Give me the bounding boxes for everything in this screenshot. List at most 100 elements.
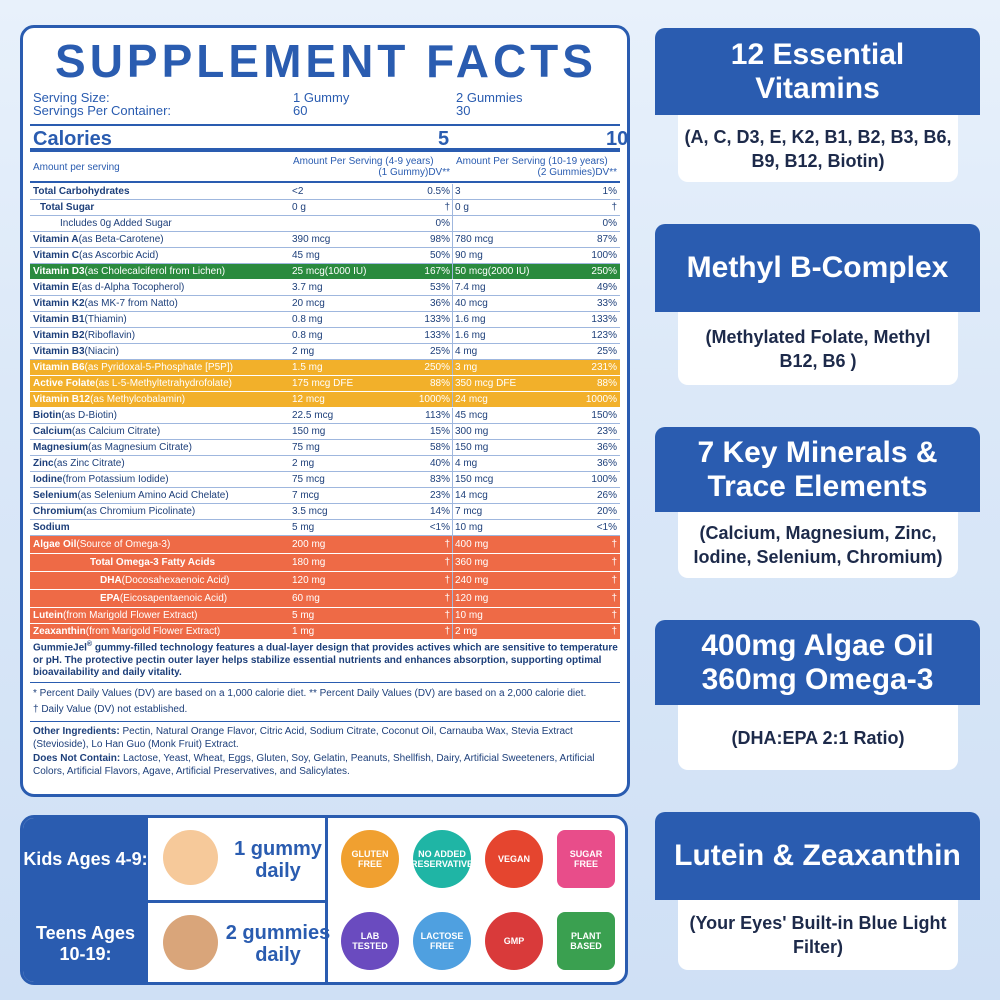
amount: <2 <box>292 186 304 197</box>
column-separator <box>452 408 453 423</box>
daily-value: † <box>611 593 617 604</box>
free-text: Lactose, Yeast, Wheat, Eggs, Gluten, Soy… <box>33 753 595 777</box>
nutrient-name: Total Omega-3 Fatty Acids <box>90 554 215 571</box>
nutrient-label: Vitamin A <box>33 234 79 245</box>
column-separator <box>452 328 453 343</box>
amount: 10 mg <box>455 522 483 533</box>
daily-value: † <box>444 610 450 621</box>
nutrient-row: DHA (Docosahexaenoic Acid) 120 mg † 240 mg † <box>30 572 620 590</box>
column-separator <box>452 360 453 375</box>
kids-header: Amount Per Serving (4-9 years) <box>293 156 434 167</box>
nutrient-row: EPA (Eicosapentaenoic Acid) 60 mg † 120 mg † <box>30 590 620 608</box>
amount: 75 mg <box>292 442 320 453</box>
daily-value: 23% <box>429 490 450 501</box>
badge: NO ADDED PRESERVATIVES <box>405 830 479 888</box>
amount: 180 mg <box>292 557 326 568</box>
nutrient-name: DHA (Docosahexaenoic Acid) <box>100 572 230 589</box>
nutrient-name: Vitamin C (as Ascorbic Acid) <box>33 248 158 263</box>
dose-text: 1 gummy daily <box>234 838 322 882</box>
column-separator <box>452 572 453 589</box>
amount: 24 mcg <box>455 394 488 405</box>
daily-value: 231% <box>591 362 617 373</box>
nutrient-detail: (as Beta-Carotene) <box>78 234 164 245</box>
daily-value: 0.5% <box>427 186 450 197</box>
daily-value: 20% <box>596 506 617 517</box>
nutrient-name: Magnesium (as Magnesium Citrate) <box>33 440 192 455</box>
facts-title: SUPPLEMENT FACTS <box>55 35 597 87</box>
nutrient-row: Iodine (from Potassium Iodide) 75 mcg 83% 1… <box>30 472 620 488</box>
nutrient-detail: (as Cholecalciferol from Lichen) <box>84 266 226 277</box>
column-separator <box>452 248 453 263</box>
nutrient-name: Calcium (as Calcium Citrate) <box>33 424 160 439</box>
nutrient-label: Vitamin B12 <box>33 394 91 405</box>
nutrient-row: Sodium 5 mg <1% 10 mg <1% <box>30 520 620 536</box>
column-separator <box>452 280 453 295</box>
column-separator <box>452 424 453 439</box>
nutrient-name: Vitamin K2 (as MK-7 from Natto) <box>33 296 178 311</box>
amount: 0 g <box>292 202 306 213</box>
divider <box>23 900 328 903</box>
amount: 2 mg <box>455 626 478 637</box>
feature-subtitle: (A, C, D3, E, K2, B1, B2, B3, B6, B9, B1… <box>678 115 958 182</box>
nutrient-name: Chromium (as Chromium Picolinate) <box>33 504 195 519</box>
amount: 5 mg <box>292 610 315 621</box>
column-separator <box>452 440 453 455</box>
nutrient-row: Zinc (as Zinc Citrate) 2 mg 40% 4 mg 36% <box>30 456 620 472</box>
amount: 150 mg <box>455 442 489 453</box>
other-label: Other Ingredients: <box>33 726 120 737</box>
nutrient-row: Magnesium (as Magnesium Citrate) 75 mg 58%… <box>30 440 620 456</box>
amount: 75 mcg <box>292 474 325 485</box>
daily-value: 23% <box>596 426 617 437</box>
badge: LAB TESTED <box>341 912 399 970</box>
nutrient-detail: (as D-Biotin) <box>61 410 117 421</box>
nutrient-table: Total Carbohydrates <2 0.5% 3 1% Total Sugar 0… <box>30 184 620 640</box>
column-separator <box>452 456 453 471</box>
column-separator <box>452 232 453 247</box>
nutrient-label: Total Omega-3 Fatty Acids <box>90 557 216 568</box>
amount: 7 mcg <box>292 490 320 501</box>
nutrient-detail: (Riboflavin) <box>84 330 136 341</box>
daily-value: 150% <box>591 410 617 421</box>
amount: 5 mg <box>292 522 315 533</box>
nutrient-row: Total Carbohydrates <2 0.5% 3 1% <box>30 184 620 200</box>
daily-value: 50% <box>429 250 450 261</box>
feature-subtitle: (DHA:EPA 2:1 Ratio) <box>678 705 958 770</box>
amount: 1 mg <box>292 626 315 637</box>
nutrient-detail: (as Pyridoxal-5-Phosphate [P5P]) <box>84 362 233 373</box>
nutrient-name: Vitamin B1 (Thiamin) <box>33 312 127 327</box>
daily-value: † <box>444 202 450 213</box>
amount: 1.6 mg <box>455 330 486 341</box>
daily-value: 0% <box>435 218 450 229</box>
nutrient-row: Biotin (as D-Biotin) 22.5 mcg 113% 45 mcg 15… <box>30 408 620 424</box>
column-separator <box>452 520 453 535</box>
daily-value: † <box>444 575 450 586</box>
nutrient-row: Active Folate (as L-5-Methyltetrahydrofo… <box>30 376 620 392</box>
daily-value: 36% <box>429 298 450 309</box>
column-separator <box>452 200 453 215</box>
daily-value: 1% <box>602 186 617 197</box>
amount: 90 mg <box>455 250 483 261</box>
nutrient-name: Total Carbohydrates <box>33 184 130 199</box>
daily-value: 36% <box>596 458 617 469</box>
daily-value: 26% <box>596 490 617 501</box>
amount-label: Amount per serving <box>33 162 120 173</box>
tech-mark: ® <box>86 641 93 648</box>
calories-label: Calories <box>33 128 112 150</box>
nutrient-label: Vitamin B3 <box>33 346 85 357</box>
nutrient-label: DHA <box>100 575 122 586</box>
nutrient-label: Vitamin K2 <box>33 298 85 309</box>
nutrient-row: Vitamin E (as d-Alpha Tocopherol) 3.7 mg 5… <box>30 280 620 296</box>
nutrient-detail: (Eicosapentaenoic Acid) <box>119 593 228 604</box>
does-not-contain: Does Not Contain: Lactose, Yeast, Wheat,… <box>33 753 623 778</box>
amount: 400 mg <box>455 539 489 550</box>
nutrient-label: Algae Oil <box>33 539 77 550</box>
note-dagger: † Daily Value (DV) not established. <box>33 704 188 715</box>
servings-label: Servings Per Container: <box>33 103 172 118</box>
amount: 240 mg <box>455 575 489 586</box>
amount: 1.6 mg <box>455 314 486 325</box>
amount: 7.4 mg <box>455 282 486 293</box>
nutrient-detail: (as Chromium Picolinate) <box>83 506 196 517</box>
nutrient-detail: (as Ascorbic Acid) <box>78 250 159 261</box>
tech-note: GummieJel® gummy-filled technology featu… <box>33 639 623 680</box>
amount: 60 mg <box>292 593 320 604</box>
